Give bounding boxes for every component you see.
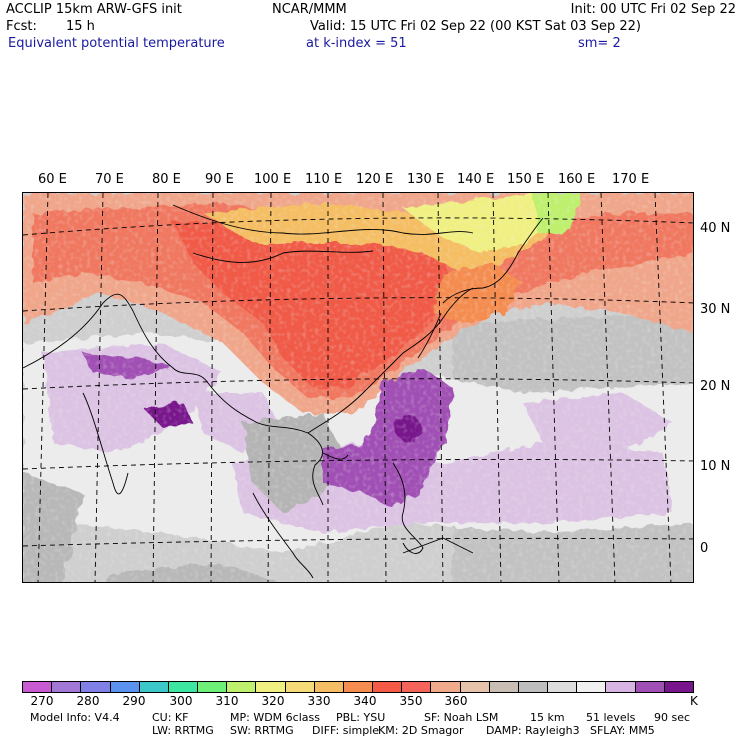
- longitude-label: 170 E: [612, 172, 650, 187]
- colorbar-swatch: [227, 682, 257, 692]
- colorbar-swatch: [635, 682, 665, 692]
- longitude-label: 80 E: [152, 172, 181, 187]
- colorbar-swatch: [373, 682, 403, 692]
- longitude-label: 100 E: [254, 172, 292, 187]
- latitude-label: 0: [700, 541, 709, 556]
- footer-info-item: 15 km: [530, 711, 565, 724]
- footer-info-item: DIFF: simple: [312, 724, 380, 737]
- map-panel: [22, 192, 694, 583]
- colorbar-swatch: [81, 682, 111, 692]
- colorbar-swatch: [402, 682, 432, 692]
- longitude-label: 150 E: [507, 172, 545, 187]
- colorbar-tick-label: 280: [76, 694, 100, 708]
- forecast-label: Fcst:: [6, 19, 37, 34]
- colorbar-swatch: [577, 682, 607, 692]
- colorbar-swatch: [256, 682, 286, 692]
- colorbar-tick-label: 340: [353, 694, 377, 708]
- longitude-label: 140 E: [457, 172, 495, 187]
- model-title: ACCLIP 15km ARW-GFS init: [6, 2, 182, 17]
- longitude-label: 60 E: [38, 172, 67, 187]
- latitude-label: 30 N: [700, 302, 731, 317]
- latitude-label: 20 N: [700, 379, 731, 394]
- colorbar-swatch: [548, 682, 578, 692]
- colorbar-tick-label: 310: [215, 694, 239, 708]
- smoothing-label: sm= 2: [578, 36, 621, 51]
- map-canvas: [23, 193, 693, 582]
- latitude-label: 10 N: [700, 459, 731, 474]
- latitude-label: 40 N: [700, 221, 731, 236]
- init-time: Init: 00 UTC Fri 02 Sep 22: [570, 2, 736, 17]
- colorbar-swatch: [518, 682, 549, 692]
- longitude-label: 90 E: [205, 172, 234, 187]
- footer-info-item: Model Info: V4.4: [30, 711, 120, 724]
- organization-label: NCAR/MMM: [272, 2, 347, 17]
- footer-info-item: DAMP: Rayleigh3: [486, 724, 580, 737]
- colorbar-swatch: [606, 682, 636, 692]
- field-name: Equivalent potential temperature: [8, 36, 225, 51]
- colorbar-swatch: [664, 682, 693, 692]
- colorbar-tick-label: 300: [169, 694, 193, 708]
- footer-info-item: 51 levels: [586, 711, 636, 724]
- colorbar-swatch: [314, 682, 344, 692]
- colorbar-swatch: [343, 682, 374, 692]
- valid-time: Valid: 15 UTC Fri 02 Sep 22 (00 KST Sat …: [310, 19, 641, 34]
- coastlines: [23, 204, 544, 579]
- vertical-level: at k-index = 51: [306, 36, 407, 51]
- colorbar-swatch: [23, 682, 53, 692]
- colorbar-tick-label: 350: [399, 694, 423, 708]
- colorbar-swatch: [198, 682, 228, 692]
- colorbar-swatch: [489, 682, 519, 692]
- colorbar-unit: K: [690, 694, 698, 708]
- footer-info-item: SF: Noah LSM: [424, 711, 499, 724]
- footer-info-item: PBL: YSU: [336, 711, 386, 724]
- colorbar-swatch: [431, 682, 461, 692]
- colorbar-tick-label: 290: [122, 694, 146, 708]
- colorbar-swatch: [168, 682, 199, 692]
- longitude-label: 160 E: [558, 172, 596, 187]
- longitude-label: 120 E: [356, 172, 394, 187]
- graticule: [23, 193, 693, 582]
- footer-info-item: LW: RRTMG: [152, 724, 214, 737]
- colorbar-tick-label: 320: [261, 694, 285, 708]
- longitude-label: 130 E: [407, 172, 445, 187]
- colorbar-swatch: [139, 682, 169, 692]
- colorbar: [22, 681, 694, 693]
- longitude-label: 70 E: [95, 172, 124, 187]
- footer-info-item: 90 sec: [654, 711, 691, 724]
- colorbar-tick-label: 270: [30, 694, 54, 708]
- colorbar-swatch: [52, 682, 82, 692]
- forecast-hour: 15 h: [66, 19, 95, 34]
- footer-info-item: SW: RRTMG: [230, 724, 294, 737]
- footer-info-item: MP: WDM 6class: [230, 711, 320, 724]
- footer-info-item: KM: 2D Smagor: [378, 724, 464, 737]
- longitude-label: 110 E: [305, 172, 343, 187]
- footer-info-item: SFLAY: MM5: [590, 724, 655, 737]
- colorbar-tick-label: 360: [444, 694, 468, 708]
- footer-info-item: CU: KF: [152, 711, 189, 724]
- colorbar-swatch: [110, 682, 140, 692]
- colorbar-swatch: [460, 682, 490, 692]
- colorbar-tick-label: 330: [307, 694, 331, 708]
- colorbar-swatch: [285, 682, 315, 692]
